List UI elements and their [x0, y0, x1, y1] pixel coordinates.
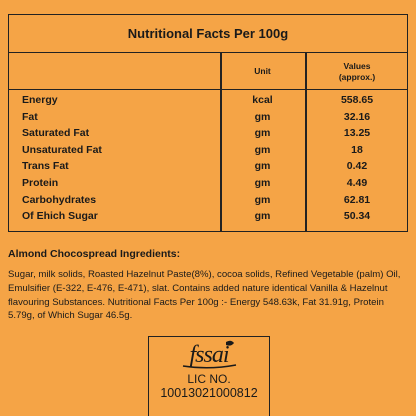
ingredients-text: Sugar, milk solids, Roasted Hazelnut Pas… — [8, 269, 401, 322]
nutrient-unit: gm — [254, 160, 271, 173]
nutrient-unit: gm — [254, 127, 271, 140]
table-row: Saturated Fat gm 13.25 — [9, 125, 407, 142]
values-header-line1: Values — [343, 61, 371, 72]
svg-text:fssai: fssai — [189, 342, 228, 368]
nutrient-unit: gm — [254, 210, 271, 223]
nutrient-value: 50.34 — [343, 210, 371, 223]
nutrient-value: 62.81 — [343, 193, 371, 206]
column-divider — [220, 53, 222, 231]
nutrient-unit: gm — [254, 193, 271, 206]
nutrient-value: 0.42 — [346, 160, 368, 173]
nutrient-name: Of Ehich Sugar — [22, 210, 98, 223]
unit-header: Unit — [254, 66, 271, 77]
nutrient-name: Unsaturated Fat — [22, 143, 102, 156]
license-label: LIC NO. — [187, 372, 231, 386]
nutrient-unit: gm — [254, 110, 271, 123]
table-row: Protein gm 4.49 — [9, 175, 407, 192]
nutrient-name: Energy — [22, 94, 58, 106]
fssai-license-box: fssai LIC NO. 10013021000812 — [148, 336, 270, 416]
nutrient-unit: gm — [254, 176, 271, 189]
nutrient-value: 32.16 — [343, 110, 371, 123]
ingredients-title: Almond Chocospread Ingredients: — [8, 248, 181, 260]
fssai-logo: fssai — [182, 340, 237, 369]
table-row: Carbohydrates gm 62.81 — [9, 192, 407, 209]
table-row: Energy kcal 558.65 — [9, 92, 407, 109]
nutrient-name: Trans Fat — [22, 160, 69, 173]
table-row: Trans Fat gm 0.42 — [9, 158, 407, 175]
nutrient-value: 13.25 — [343, 127, 371, 140]
nutrient-name: Fat — [22, 110, 38, 123]
nutrient-name: Protein — [22, 176, 59, 189]
nutrient-value: 558.65 — [340, 94, 374, 106]
table-row: Of Ehich Sugar gm 50.34 — [9, 208, 407, 225]
nutrient-name: Carbohydrates — [22, 193, 97, 206]
values-header: Values (approx.) — [305, 53, 409, 90]
nutrient-unit: gm — [254, 143, 271, 156]
nutrient-name: Saturated Fat — [22, 127, 90, 140]
nutrition-table: Nutritional Facts Per 100g Unit Values (… — [8, 14, 408, 232]
values-header-line2: (approx.) — [338, 71, 376, 82]
table-title: Nutritional Facts Per 100g — [9, 15, 407, 53]
table-row: Unsaturated Fat gm 18 — [9, 142, 407, 159]
column-divider — [305, 53, 307, 231]
nutrient-value: 4.49 — [346, 176, 368, 189]
license-number: 10013021000812 — [160, 386, 258, 400]
nutrient-rows: Energy kcal 558.65 Fat gm 32.16 Saturate… — [9, 92, 407, 225]
nutrient-unit: kcal — [252, 94, 273, 106]
header-row: Unit Values (approx.) — [9, 53, 407, 90]
nutrient-value: 18 — [351, 143, 363, 156]
table-row: Fat gm 32.16 — [9, 109, 407, 126]
